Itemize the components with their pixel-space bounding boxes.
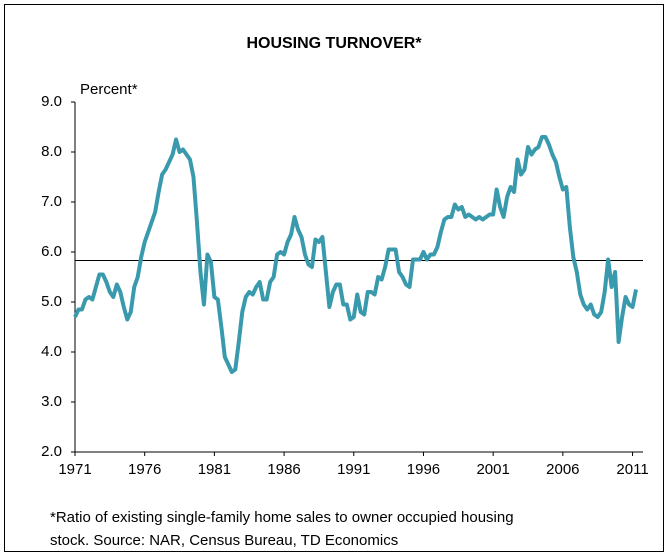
footnote: *Ratio of existing single-family home sa… [50, 509, 514, 526]
y-tick-label: 4.0 [41, 343, 62, 360]
x-tick-label: 1996 [407, 461, 440, 478]
y-tick-label: 9.0 [41, 93, 62, 110]
x-tick-label: 1981 [198, 461, 231, 478]
x-tick-label: 1986 [267, 461, 300, 478]
footnote: stock. Source: NAR, Census Bureau, TD Ec… [50, 532, 398, 549]
y-axis-label: Percent* [80, 81, 138, 98]
x-tick-label: 2001 [476, 461, 509, 478]
x-tick-label: 1976 [128, 461, 161, 478]
x-tick-label: 1991 [337, 461, 370, 478]
frame [4, 4, 664, 552]
y-tick-label: 7.0 [41, 193, 62, 210]
y-tick-label: 5.0 [41, 293, 62, 310]
x-tick-label: 2006 [546, 461, 579, 478]
y-tick-label: 3.0 [41, 393, 62, 410]
data-line [73, 135, 638, 374]
y-tick-label: 2.0 [41, 443, 62, 460]
x-tick-label: 1971 [58, 461, 91, 478]
chart-title: HOUSING TURNOVER* [246, 35, 422, 52]
y-tick-label: 6.0 [41, 243, 62, 260]
x-tick-label: 2011 [616, 461, 648, 478]
y-tick-label: 8.0 [41, 143, 62, 160]
